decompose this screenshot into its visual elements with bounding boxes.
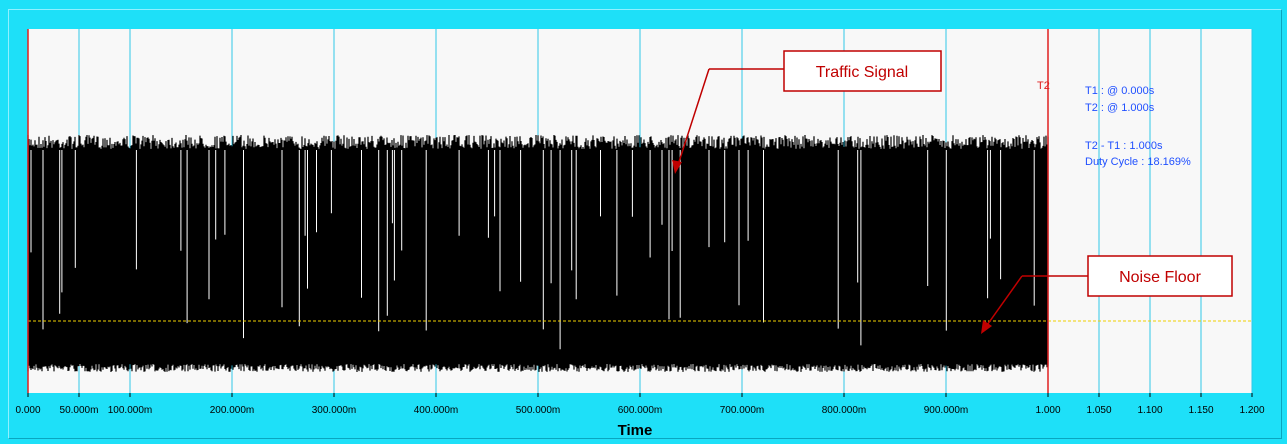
x-tick-label: 1.150 — [1188, 405, 1213, 416]
cursor-label-t2: T2 — [1037, 80, 1050, 92]
x-tick-labels: 0.000 50.000m 100.000m 200.000m 300.000m 400.… — [15, 393, 1265, 416]
x-tick-label: 900.000m — [924, 405, 968, 416]
readout-t2: T2 : @ 1.000s — [1085, 102, 1155, 114]
readout-delta: T2 - T1 : 1.000s — [1085, 140, 1163, 152]
x-tick-label: 700.000m — [720, 405, 764, 416]
traffic-signal-callout: Traffic Signal — [672, 50, 942, 174]
noise-floor-callout: Noise Floor — [981, 255, 1233, 334]
x-tick-label: 400.000m — [414, 405, 458, 416]
noise-floor-box — [1087, 255, 1233, 297]
x-tick-label: 800.000m — [822, 405, 866, 416]
x-tick-label: 500.000m — [516, 405, 560, 416]
traffic-signal-label: Traffic Signal — [816, 64, 908, 81]
x-tick-label: 1.000 — [1035, 405, 1060, 416]
x-tick-label: 200.000m — [210, 405, 254, 416]
x-tick-label: 0.000 — [15, 405, 40, 416]
x-tick-label: 600.000m — [618, 405, 662, 416]
x-tick-label: 1.100 — [1137, 405, 1162, 416]
traffic-signal-box — [783, 50, 942, 92]
x-tick-label: 100.000m — [108, 405, 152, 416]
x-tick-label: 300.000m — [312, 405, 356, 416]
noise-floor-text: Noise Floor — [1119, 269, 1201, 286]
signal-dropouts — [30, 150, 1035, 350]
x-tick-label: 1.200 — [1239, 405, 1264, 416]
x-tick-label: 50.000m — [60, 405, 99, 416]
readout-duty-cycle: Duty Cycle : 18.169% — [1085, 156, 1191, 168]
cursor-readouts: T1 : @ 0.000s T2 : @ 1.000s T2 - T1 : 1.… — [1085, 85, 1191, 168]
readout-t1: T1 : @ 0.000s — [1085, 85, 1155, 97]
chart-window: T2 0.000 50.000m 100.000m 200.000m 300.000m 4… — [8, 9, 1282, 439]
traffic-signal-arrowhead — [672, 160, 682, 174]
noise-floor-arrowhead — [981, 320, 992, 334]
cursors[interactable]: T2 — [27, 29, 1050, 393]
x-axis-label: Time — [618, 422, 653, 438]
traffic-signal-trace — [27, 135, 1049, 372]
oscilloscope-chart: T2 0.000 50.000m 100.000m 200.000m 300.000m 4… — [15, 29, 1265, 438]
x-tick-label: 1.050 — [1086, 405, 1111, 416]
